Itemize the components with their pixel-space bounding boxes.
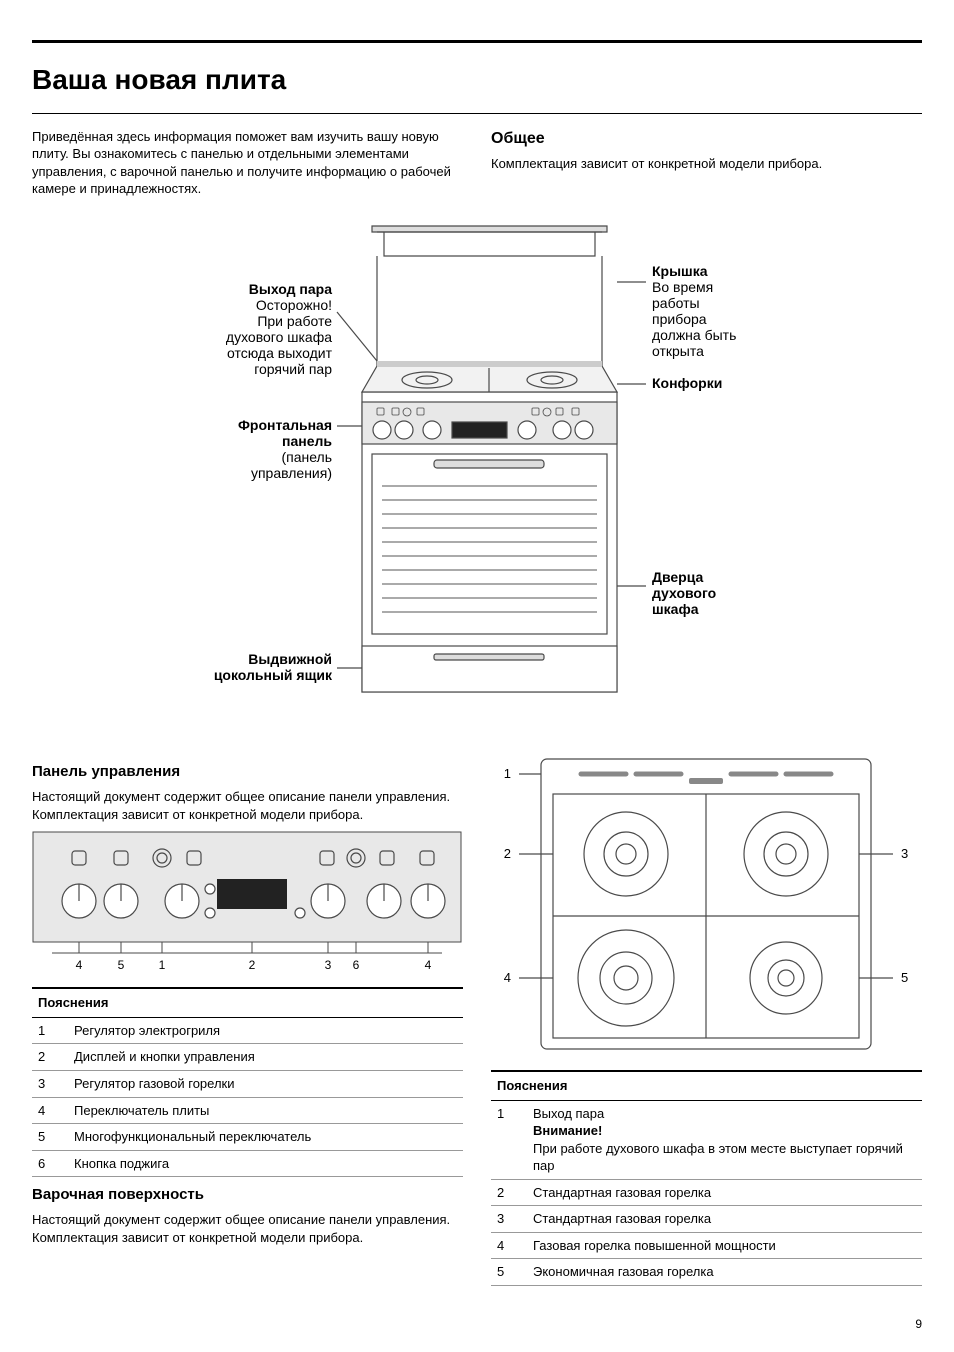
- svg-text:4: 4: [504, 970, 511, 985]
- svg-text:4: 4: [76, 958, 83, 972]
- table-row: 5Многофункциональный переключатель: [32, 1124, 463, 1151]
- svg-text:Осторожно!: Осторожно!: [256, 297, 332, 313]
- page-number: 9: [32, 1316, 922, 1332]
- warning-title: Внимание!: [533, 1123, 602, 1138]
- svg-text:Крышка: Крышка: [652, 263, 708, 279]
- svg-text:Выдвижной: Выдвижной: [248, 651, 332, 667]
- table-row: 1 Выход пара Внимание! При работе духово…: [491, 1100, 922, 1179]
- svg-text:работы: работы: [652, 295, 700, 311]
- svg-text:2: 2: [504, 846, 511, 861]
- svg-text:панель: панель: [282, 433, 332, 449]
- svg-text:должна быть: должна быть: [652, 327, 736, 343]
- svg-text:отсюда выходит: отсюда выходит: [227, 345, 333, 361]
- svg-text:2: 2: [249, 958, 256, 972]
- intro-paragraph: Приведённая здесь информация поможет вам…: [32, 128, 463, 198]
- thin-rule: [32, 113, 922, 114]
- table-row: 1Регулятор электрогриля: [32, 1017, 463, 1044]
- table-header: Пояснения: [491, 1071, 922, 1100]
- svg-text:1: 1: [504, 766, 511, 781]
- svg-text:управления): управления): [251, 465, 332, 481]
- svg-text:Выход пара: Выход пара: [249, 281, 332, 297]
- stove-diagram: Выход пара Осторожно! При работе духовог…: [32, 216, 922, 736]
- svg-text:цокольный ящик: цокольный ящик: [214, 667, 333, 683]
- svg-text:Во время: Во время: [652, 279, 713, 295]
- general-heading: Общее: [491, 128, 922, 150]
- panel-heading: Панель управления: [32, 762, 463, 782]
- svg-text:При работе: При работе: [257, 313, 332, 329]
- svg-text:3: 3: [325, 958, 332, 972]
- table-row: 3Регулятор газовой горелки: [32, 1070, 463, 1097]
- svg-text:Фронтальная: Фронтальная: [238, 417, 332, 433]
- svg-text:открыта: открыта: [652, 343, 704, 359]
- svg-text:горячий пар: горячий пар: [254, 361, 332, 377]
- table-row: 3Стандартная газовая горелка: [491, 1206, 922, 1233]
- svg-text:3: 3: [901, 846, 908, 861]
- hob-legend-table: Пояснения 1 Выход пара Внимание! При раб…: [491, 1070, 922, 1286]
- svg-text:духового шкафа: духового шкафа: [226, 329, 332, 345]
- panel-text: Настоящий документ содержит общее описан…: [32, 788, 463, 823]
- hob-heading: Варочная поверхность: [32, 1185, 463, 1205]
- svg-text:прибора: прибора: [652, 311, 707, 327]
- svg-text:шкафа: шкафа: [652, 601, 699, 617]
- top-rule: [32, 40, 922, 43]
- hob-text: Настоящий документ содержит общее описан…: [32, 1211, 463, 1246]
- cell-text: Выход пара: [533, 1106, 604, 1121]
- general-text: Комплектация зависит от конкретной модел…: [491, 155, 922, 173]
- table-row: 6Кнопка поджига: [32, 1150, 463, 1177]
- svg-text:Конфорки: Конфорки: [652, 375, 722, 391]
- svg-text:4: 4: [425, 958, 432, 972]
- svg-text:(панель: (панель: [281, 449, 332, 465]
- table-row: 4Газовая горелка повышенной мощности: [491, 1232, 922, 1259]
- warning-body: При работе духового шкафа в этом месте в…: [533, 1141, 903, 1174]
- table-row: 4Переключатель плиты: [32, 1097, 463, 1124]
- table-row: 2Стандартная газовая горелка: [491, 1179, 922, 1206]
- svg-text:5: 5: [901, 970, 908, 985]
- control-panel-diagram: 4 5 1 2 3 6 4: [32, 831, 463, 981]
- table-row: 2Дисплей и кнопки управления: [32, 1044, 463, 1071]
- table-header: Пояснения: [32, 988, 463, 1017]
- svg-text:духового: духового: [652, 585, 716, 601]
- hob-diagram: 1 2 4 3 5: [491, 754, 922, 1064]
- svg-text:1: 1: [159, 958, 166, 972]
- svg-text:Дверца: Дверца: [652, 569, 704, 585]
- svg-text:6: 6: [353, 958, 360, 972]
- page-title: Ваша новая плита: [32, 61, 922, 99]
- svg-text:5: 5: [118, 958, 125, 972]
- panel-legend-table: Пояснения 1Регулятор электрогриля 2Диспл…: [32, 987, 463, 1177]
- table-row: 5Экономичная газовая горелка: [491, 1259, 922, 1286]
